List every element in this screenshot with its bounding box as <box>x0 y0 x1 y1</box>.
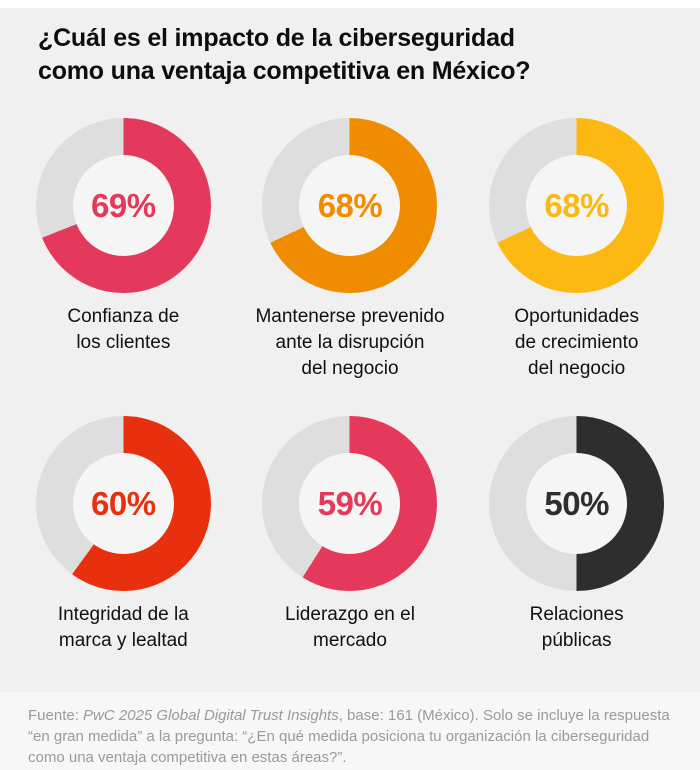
donut-label: Mantenerse prevenido ante la disrupción … <box>255 306 445 379</box>
donut-cell-confianza-clientes: 69% Confianza de los clientes <box>10 118 237 382</box>
donut-chart-prevenido-disrupcion: 68% <box>262 118 438 293</box>
source-footer: Fuente: PwC 2025 Global Digital Trust In… <box>0 692 700 770</box>
page-title: ¿Cuál es el impacto de la ciberseguridad… <box>38 22 700 88</box>
donut-cell-oportunidades-crecimiento: 68% Oportunidades de crecimiento del neg… <box>463 118 690 382</box>
page-title-line2: como una ventaja competitiva en México? <box>38 57 531 85</box>
donut-value: 60% <box>91 484 156 522</box>
donut-cell-liderazgo-mercado: 59% Liderazgo en el mercado <box>237 416 464 654</box>
donut-value: 50% <box>544 484 609 522</box>
top-strip <box>0 0 700 8</box>
donut-hole: 69% <box>72 155 174 256</box>
source-prefix: Fuente: <box>28 707 84 724</box>
donut-chart-confianza-clientes: 69% <box>35 118 211 293</box>
infographic: ¿Cuál es el impacto de la ciberseguridad… <box>0 8 700 692</box>
donut-chart-integridad-marca: 60% <box>35 416 211 591</box>
donut-hole: 59% <box>299 453 401 554</box>
donut-chart-oportunidades-crecimiento: 68% <box>489 118 665 293</box>
donut-hole: 50% <box>526 453 628 554</box>
donut-chart-liderazgo-mercado: 59% <box>262 416 438 591</box>
donut-label: Relaciones públicas <box>529 604 624 651</box>
donut-cell-prevenido-disrupcion: 68% Mantenerse prevenido ante la disrupc… <box>237 118 464 382</box>
donut-label: Confianza de los clientes <box>67 306 180 353</box>
donut-label: Integridad de la marca y lealtad <box>57 604 189 651</box>
donut-chart-relaciones-publicas: 50% <box>489 416 665 591</box>
source-title-italic: PwC 2025 Global Digital Trust Insights <box>83 707 339 724</box>
donut-cell-relaciones-publicas: 50% Relaciones públicas <box>463 416 690 654</box>
donut-hole: 60% <box>72 453 174 554</box>
source-text: Fuente: PwC 2025 Global Digital Trust In… <box>28 705 670 768</box>
source-rest: , base: 161 (México). Solo se incluye la… <box>28 707 670 766</box>
donut-hole: 68% <box>299 155 401 256</box>
donut-value: 68% <box>317 186 383 224</box>
page-title-line1: ¿Cuál es el impacto de la ciberseguridad <box>38 24 515 52</box>
donut-value: 68% <box>544 186 609 224</box>
donut-value: 69% <box>91 186 156 224</box>
donut-cell-integridad-marca: 60% Integridad de la marca y lealtad <box>10 416 237 654</box>
donut-value: 59% <box>317 484 383 522</box>
donut-label: Liderazgo en el mercado <box>285 604 415 651</box>
donut-label: Oportunidades de crecimiento del negocio <box>514 306 639 379</box>
donut-grid: 69% Confianza de los clientes 68% Manten… <box>0 118 700 654</box>
donut-hole: 68% <box>526 155 628 256</box>
